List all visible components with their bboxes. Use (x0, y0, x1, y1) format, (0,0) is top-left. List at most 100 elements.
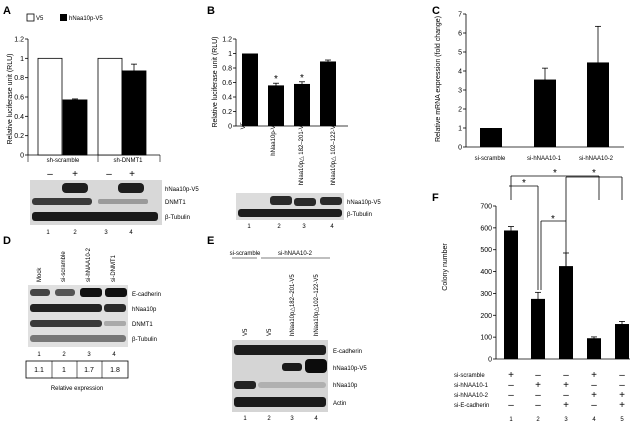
blot-d-label-3: DNMT1 (132, 322, 153, 328)
sig-star-b-2: * (274, 74, 278, 85)
blot-e-label-3: hNaa10p (333, 383, 358, 389)
panel-a-y-tick-label: 0.6 (14, 95, 24, 102)
bar-c-2 (534, 79, 556, 147)
panel-e-blot: E-cadherin hNaa10p-V5 hNaa10p Actin 1 2 … (232, 340, 367, 422)
lane-e-3: 3 (290, 416, 294, 422)
panel-label-c: C (432, 5, 440, 17)
sign-f-r1-c3: – (563, 370, 569, 381)
panel-a-blot: hNaa10p-V5 DNMT1 β-Tubulin 1 2 3 4 (30, 180, 199, 236)
panel-a-y-tick-label: 1 (20, 56, 24, 63)
sign-f-r1-c2: – (535, 370, 541, 381)
panel-f-y-tick-label: 200 (480, 313, 492, 320)
xlabel-b-v5: V5 (241, 121, 247, 129)
panel-label-e: E (207, 235, 214, 247)
panel-a-y-tick-label: 0.2 (14, 133, 24, 140)
lane-f-1: 1 (509, 417, 513, 423)
lane-a-4: 4 (129, 230, 133, 236)
row-f-si-e-cadherin: si-E-cadherin (454, 403, 489, 409)
panel-a-ylabel: Relative luciferase unit (RLU) (7, 53, 14, 144)
panel-f-y-tick-label: 600 (480, 225, 492, 232)
bar-a-v5-1 (37, 57, 63, 156)
blot-d-band (104, 304, 126, 312)
col-d-si-hnaa10-2: si-hNAA10-2 (86, 247, 92, 282)
bar-b-3 (294, 83, 310, 126)
panel-label-d: D (3, 235, 11, 247)
blot-e-label-1: E-cadherin (333, 349, 362, 355)
lane-b-1: 1 (247, 224, 251, 230)
sign-f-r4-c4: – (591, 400, 597, 411)
panel-a-y-tick-label: 0 (20, 153, 24, 160)
lane-f-5: 5 (620, 417, 624, 423)
panel-f-y-tick-label: 0 (488, 357, 492, 364)
blot-a-band (62, 183, 88, 193)
bar-c-1 (480, 128, 502, 147)
lane-a-1: 1 (46, 230, 50, 236)
panel-d-relative-table: 1.1 1 1.7 1.8 Relative expression (25, 360, 129, 392)
lane-d-3: 3 (87, 352, 91, 358)
lane-b-2: 2 (277, 224, 281, 230)
blot-b-band (294, 198, 316, 206)
sig-star-f-4-5: * (592, 168, 596, 179)
panel-f-lanes: 1 2 3 4 5 (509, 417, 624, 423)
lane-e-4: 4 (314, 416, 318, 422)
col-e-v5: V5 (243, 328, 249, 336)
panel-a-bars (28, 57, 160, 156)
blot-d-label-2: hNaa10p (132, 307, 157, 313)
lane-e-1: 1 (243, 416, 247, 422)
sign-a-1: – (47, 169, 53, 180)
panel-f-y-tick-label: 700 (480, 204, 492, 211)
col-d-si-scramble: si-scramble (61, 251, 67, 282)
panel-label-b: B (207, 5, 215, 17)
panel-f-y-tick-label: 300 (480, 291, 492, 298)
panel-c-y-tick-label: 1 (458, 126, 462, 133)
panel-b-bars: * * (236, 53, 348, 127)
panel-b-y-tick-label: 1 (228, 51, 232, 58)
sig-star-f-2-3: * (551, 214, 555, 225)
panel-b-y-tick-label: 0.6 (222, 80, 232, 87)
lane-d-4: 4 (112, 352, 116, 358)
sign-f-r2-c1: – (508, 380, 514, 391)
bar-f-5 (615, 324, 629, 359)
panel-c-y-tick-label: 4 (458, 69, 462, 76)
col-d-mock: Mock (37, 267, 43, 282)
group-e-si-scramble: si-scramble (230, 251, 261, 257)
legend-label-v5: V5 (36, 16, 44, 22)
row-f-si-hnaa10-2: si-hNAA10-2 (454, 393, 489, 399)
sign-f-r4-c1: – (508, 400, 514, 411)
sign-f-r1-c1: + (508, 370, 514, 381)
panel-label-a: A (3, 5, 11, 17)
blot-b-band (238, 209, 342, 217)
panel-b-ylabel: Relative luciferase unit (RLU) (212, 36, 219, 127)
legend-label-hnaa10p: hNaa10p-V5 (69, 16, 103, 22)
sign-f-r3-c4: + (591, 390, 597, 401)
panel-f-bars (496, 226, 630, 360)
panel-b-axis: 0 0.2 0.4 0.6 0.8 1 1.2 (222, 37, 237, 131)
panel-c-y-tick-label: 6 (458, 31, 462, 38)
blot-d-band (104, 321, 126, 326)
bar-a-hnaa10p-1 (62, 99, 88, 156)
relative-value-3: 1.7 (84, 367, 94, 374)
blot-d-band (30, 289, 50, 296)
panel-c-y-tick-label: 2 (458, 107, 462, 114)
panel-c-y-tick-label: 0 (458, 145, 462, 152)
blot-b-label-2: β-Tubulin (347, 212, 372, 218)
bar-f-2 (531, 298, 545, 359)
blot-b-label-1: hNaa10p-V5 (347, 200, 381, 206)
sign-f-r2-c4: – (591, 380, 597, 391)
sign-f-r2-c3: + (563, 380, 569, 391)
lane-b-4: 4 (330, 224, 334, 230)
relative-expression-caption: Relative expression (51, 386, 103, 392)
col-e-del182: hNaa10p△182–201-V5 (290, 274, 296, 336)
sign-f-r3-c2: – (535, 390, 541, 401)
panel-f-axis: 0 100 200 300 400 500 600 700 (480, 204, 497, 364)
panel-c-xlabels: si-scramble si-hNAA10-1 si-hNAA10-2 (475, 156, 614, 162)
panel-a-legend: V5 hNaa10p-V5 (26, 13, 103, 22)
blot-e-band (234, 397, 326, 407)
panel-b-y-tick-label: 0.2 (222, 109, 232, 116)
panel-f-y-tick-label: 100 (480, 335, 492, 342)
panel-d-blot: E-cadherin hNaa10p DNMT1 β-Tubulin 1 2 3… (28, 285, 161, 358)
sign-a-4: + (129, 169, 135, 180)
blot-a-band (32, 212, 158, 221)
lane-e-2: 2 (267, 416, 271, 422)
lane-a-3: 3 (104, 230, 108, 236)
